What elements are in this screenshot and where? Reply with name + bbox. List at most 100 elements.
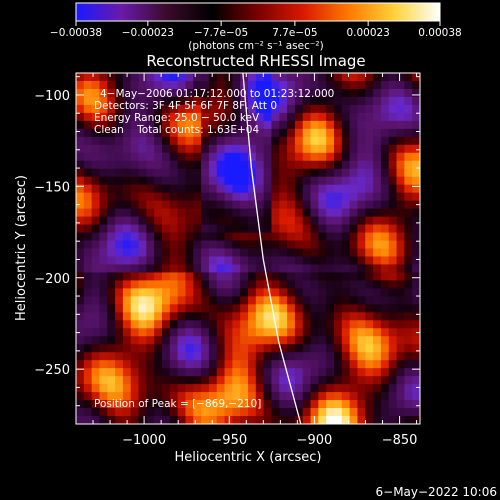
heatmap-cell bbox=[334, 176, 343, 186]
heatmap-cell bbox=[326, 224, 335, 234]
heatmap-cell bbox=[138, 416, 147, 424]
heatmap-cell bbox=[279, 168, 288, 178]
heatmap-cell bbox=[318, 80, 327, 90]
heatmap-cell bbox=[263, 400, 273, 409]
heatmap-cell bbox=[216, 368, 226, 377]
heatmap-cell bbox=[76, 240, 85, 250]
heatmap-cell bbox=[146, 312, 155, 321]
heatmap-cell bbox=[99, 216, 108, 226]
heatmap-cell bbox=[263, 320, 273, 329]
heatmap-cell bbox=[177, 264, 187, 274]
heatmap-cell bbox=[177, 112, 187, 122]
heatmap-cell bbox=[357, 328, 366, 337]
heatmap-cell bbox=[208, 136, 218, 146]
heatmap-cell bbox=[404, 168, 413, 178]
heatmap-cell bbox=[318, 408, 327, 417]
heatmap-cell bbox=[146, 344, 155, 353]
heatmap-cell bbox=[115, 336, 124, 345]
heatmap-cell bbox=[162, 400, 171, 409]
heatmap-cell bbox=[349, 168, 359, 178]
heatmap-cell bbox=[138, 256, 147, 266]
heatmap-cell bbox=[193, 136, 202, 146]
heatmap-cell bbox=[169, 320, 179, 329]
heatmap-cell bbox=[310, 200, 319, 210]
heatmap-cell bbox=[208, 272, 218, 282]
heatmap-cell bbox=[130, 408, 140, 417]
heatmap-cell bbox=[310, 296, 319, 305]
heatmap-cell bbox=[310, 408, 319, 417]
heatmap-cell bbox=[388, 144, 398, 154]
heatmap-cell bbox=[357, 224, 366, 234]
heatmap-cell bbox=[287, 73, 296, 82]
heatmap-cell bbox=[380, 184, 390, 194]
heatmap-cell bbox=[396, 416, 405, 424]
heatmap-cell bbox=[341, 272, 351, 282]
heatmap-cell bbox=[248, 112, 257, 122]
heatmap-cell bbox=[185, 296, 194, 305]
heatmap-cell bbox=[380, 312, 390, 321]
heatmap-cell bbox=[107, 336, 116, 345]
heatmap-cell bbox=[216, 304, 226, 313]
heatmap-cell bbox=[302, 240, 312, 250]
heatmap-cell bbox=[263, 144, 273, 154]
heatmap-cell bbox=[162, 264, 171, 274]
heatmap-cell bbox=[334, 272, 343, 282]
heatmap-cell bbox=[341, 200, 351, 210]
heatmap-cell bbox=[162, 296, 171, 305]
heatmap-cell bbox=[396, 400, 405, 409]
heatmap-cell bbox=[326, 408, 335, 417]
heatmap-cell bbox=[388, 208, 398, 218]
heatmap-cell bbox=[412, 344, 420, 353]
heatmap-cell bbox=[279, 80, 288, 90]
heatmap-cell bbox=[263, 312, 273, 321]
heatmap-cell bbox=[169, 240, 179, 250]
heatmap-cell bbox=[287, 88, 296, 98]
heatmap-cell bbox=[185, 360, 194, 369]
heatmap-cell bbox=[154, 336, 163, 345]
heatmap-cell bbox=[232, 384, 241, 393]
heatmap-cell bbox=[341, 208, 351, 218]
heatmap-cell bbox=[294, 240, 304, 250]
heatmap-cell bbox=[216, 280, 226, 289]
heatmap-cell bbox=[107, 416, 116, 424]
heatmap-cell bbox=[248, 160, 257, 170]
heatmap-cell bbox=[349, 272, 359, 282]
heatmap-cell bbox=[279, 73, 288, 82]
heatmap-cell bbox=[130, 328, 140, 337]
heatmap-cell bbox=[240, 152, 249, 162]
heatmap-cell bbox=[357, 208, 366, 218]
heatmap-cell bbox=[138, 104, 147, 114]
heatmap-cell bbox=[318, 400, 327, 409]
heatmap-cell bbox=[248, 128, 257, 138]
x-axis: −1000 −950 −900 −850 bbox=[92, 73, 417, 448]
heatmap-cell bbox=[193, 256, 202, 266]
heatmap-cell bbox=[83, 88, 93, 98]
heatmap-cell bbox=[232, 112, 241, 122]
heatmap-cell bbox=[294, 248, 304, 258]
heatmap-cell bbox=[396, 160, 405, 170]
heatmap-cell bbox=[216, 400, 226, 409]
heatmap-cell bbox=[240, 208, 249, 218]
heatmap-cell bbox=[263, 168, 273, 178]
heatmap-cell bbox=[208, 80, 218, 90]
heatmap-cell bbox=[388, 384, 398, 393]
heatmap-cell bbox=[115, 296, 124, 305]
heatmap-cell bbox=[232, 416, 241, 424]
heatmap-cell bbox=[334, 376, 343, 385]
heatmap-cell bbox=[208, 200, 218, 210]
heatmap-cell bbox=[318, 152, 327, 162]
heatmap-cell bbox=[365, 208, 374, 218]
heatmap-cell bbox=[201, 376, 210, 385]
heatmap-cell bbox=[404, 136, 413, 146]
heatmap-cell bbox=[326, 304, 335, 313]
heatmap-cell bbox=[380, 320, 390, 329]
heatmap-cell bbox=[248, 88, 257, 98]
heatmap-cell bbox=[248, 120, 257, 130]
heatmap-cell bbox=[107, 96, 116, 106]
heatmap-cell bbox=[146, 104, 155, 114]
heatmap-cell bbox=[404, 104, 413, 114]
heatmap-cell bbox=[396, 200, 405, 210]
heatmap-cell bbox=[326, 96, 335, 106]
heatmap-cell bbox=[287, 344, 296, 353]
heatmap-cell bbox=[162, 136, 171, 146]
